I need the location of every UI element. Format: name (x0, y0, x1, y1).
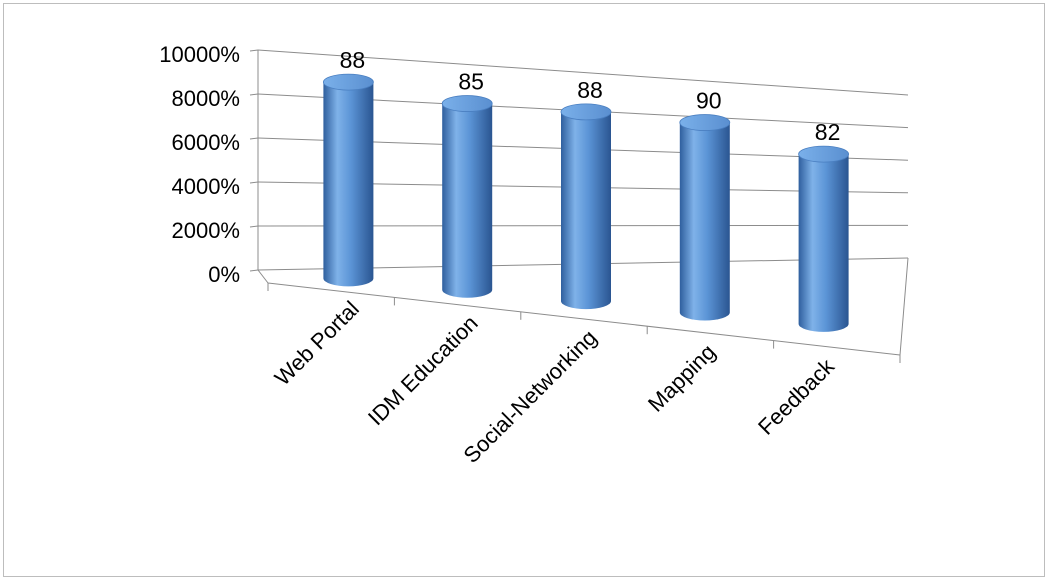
bar-top (679, 114, 731, 131)
y-tick-label: 10000% (159, 42, 240, 67)
bar-top (798, 145, 849, 163)
y-tick-label: 2000% (171, 218, 240, 243)
y-tick-mark (249, 225, 259, 228)
floor-edge-right (899, 257, 909, 356)
data-label: 88 (340, 47, 366, 73)
y-tick-label: 8000% (171, 86, 240, 111)
chart-frame (3, 3, 1045, 577)
data-label: 85 (458, 69, 484, 95)
y-tick-mark (249, 137, 259, 140)
bar-top (322, 73, 374, 91)
x-axis-line (267, 282, 901, 356)
bar-body (442, 103, 493, 298)
bar (441, 95, 493, 298)
bar (560, 103, 612, 310)
bar (798, 145, 849, 332)
y-tick-mark (249, 93, 259, 96)
x-tick-label: IDM Education (363, 310, 483, 430)
y-tick-label: 6000% (171, 130, 240, 155)
bar-top (441, 95, 493, 112)
bar-body (798, 154, 849, 332)
bar (679, 114, 731, 321)
x-tick-label: Social-Networking (458, 325, 601, 468)
bar (322, 73, 374, 287)
x-tick-label: Mapping (643, 339, 720, 416)
gridline (257, 49, 909, 96)
y-tick-mark (249, 269, 259, 272)
data-label: 90 (696, 88, 722, 114)
x-tick-label: Web Portal (270, 296, 364, 390)
y-tick-mark (249, 49, 259, 52)
bar-body (561, 111, 611, 310)
axis-ticks: 0% 2000% 4000% 6000% 8000% 10000% (159, 42, 901, 363)
y-tick-mark (249, 181, 259, 184)
bars (322, 73, 849, 332)
data-label: 82 (815, 119, 841, 145)
bar-body (323, 82, 374, 287)
data-label: 88 (577, 77, 603, 103)
x-tick-label: Feedback (753, 353, 840, 440)
floor-edge-left (257, 269, 269, 284)
bar-top (560, 103, 612, 121)
y-tick-label: 0% (208, 262, 240, 287)
bar-body (679, 122, 730, 321)
y-tick-label: 4000% (171, 174, 240, 199)
